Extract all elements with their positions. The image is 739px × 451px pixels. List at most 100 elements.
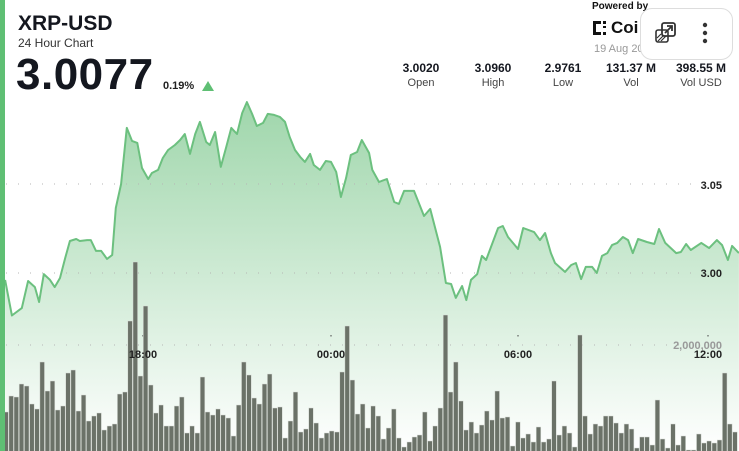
volume-bar (8, 395, 14, 451)
more-options-button[interactable] (699, 21, 711, 50)
volume-bar (101, 429, 107, 451)
volume-bar (401, 446, 407, 451)
powered-by-label: Powered by (592, 1, 649, 12)
volume-tick-label: 2,000,000 (673, 340, 722, 352)
volume-bar (127, 320, 133, 451)
volume-bar (365, 427, 371, 451)
volume-bar (194, 432, 200, 451)
volume-bar (654, 399, 660, 451)
volume-bar (706, 440, 712, 451)
open-external-button[interactable] (654, 21, 678, 50)
volume-bar (613, 422, 619, 451)
volume-bar (535, 426, 542, 451)
volume-bar (510, 445, 516, 451)
stat-label: Open (407, 77, 435, 89)
volume-bar (277, 406, 283, 451)
volume-bar (680, 435, 686, 451)
x-tick-mark (517, 335, 519, 337)
volume-bar (132, 261, 138, 451)
stat-label: Vol USD (680, 77, 722, 89)
stat-high: 3.0960 High (453, 61, 533, 89)
x-tick-label: 06:00 (504, 349, 532, 361)
volume-bar (246, 374, 252, 451)
volume-bar (567, 432, 573, 451)
volume-bar (334, 431, 340, 451)
volume-bar (577, 334, 583, 451)
volume-bar (282, 437, 288, 451)
volume-bar (91, 415, 97, 451)
price-change: 0.19% (163, 80, 195, 92)
volume-bar (525, 433, 531, 451)
volume-bar (189, 425, 195, 451)
volume-bar (267, 373, 273, 451)
volume-bar (236, 404, 242, 451)
volume-bar (39, 361, 45, 451)
volume-bar (722, 372, 728, 451)
volume-bar (608, 415, 614, 451)
volume-bar (230, 435, 237, 451)
volume-bar (112, 423, 118, 451)
volume-bar (117, 393, 123, 451)
x-tick-label: 18:00 (129, 349, 157, 361)
x-tick-mark (330, 335, 332, 337)
volume-bar (49, 380, 56, 451)
volume-bar (210, 414, 216, 451)
volume-bar (515, 421, 521, 451)
volume-bar (582, 415, 588, 451)
accent-bar (0, 0, 5, 451)
volume-bar (287, 420, 293, 451)
volume-bar (13, 396, 19, 451)
volume-bar (205, 411, 211, 451)
volume-bar (96, 412, 102, 451)
volume-bar (65, 372, 71, 451)
stat-value: 3.0020 (402, 61, 440, 75)
brand-name: Coi (611, 18, 639, 37)
volume-bar (256, 403, 262, 451)
stat-label: Low (552, 77, 574, 89)
volume-bar (660, 438, 666, 451)
volume-bar (153, 412, 159, 451)
up-arrow-icon (202, 81, 214, 91)
volume-bar (344, 325, 350, 451)
volume-bar (184, 432, 190, 451)
volume-bar (520, 437, 526, 451)
volume-bar (442, 314, 449, 451)
stat-value: 398.55 M (675, 61, 727, 75)
brand-logo-icon (593, 21, 606, 35)
chart-date: 19 Aug 20 (594, 43, 644, 55)
volume-bar (592, 423, 598, 451)
volume-bar (60, 405, 66, 451)
volume-bar (55, 409, 61, 451)
volume-bar (143, 305, 149, 451)
x-tick-label: 00:00 (317, 349, 345, 361)
volume-bar (468, 421, 474, 451)
stat-vol: 131.37 M Vol (591, 61, 671, 89)
volume-bar (530, 441, 536, 451)
volume-bar (623, 423, 629, 451)
current-price: 3.0077 (16, 50, 154, 99)
brand-logo[interactable]: Coi (592, 18, 638, 38)
stat-value: 3.0960 (474, 61, 512, 75)
price-line (4, 101, 739, 317)
y-tick-label: 3.05 (701, 180, 722, 192)
volume-bar (318, 437, 324, 451)
stat-value: 2.9761 (544, 61, 582, 75)
x-tick-mark (142, 335, 144, 337)
volume-bar (437, 407, 443, 451)
volume-bar (339, 371, 345, 451)
volume-bar (241, 361, 247, 451)
volume-bar (541, 441, 547, 451)
volume-bar (453, 361, 459, 451)
x-tick-label: 12:00 (694, 349, 722, 361)
volume-bar (406, 441, 412, 451)
volume-bar (634, 447, 640, 451)
volume-bar (24, 385, 30, 451)
stat-value: 131.37 M (605, 61, 657, 75)
volume-bar (546, 438, 552, 451)
volume-bar (499, 417, 505, 451)
volume-bar (417, 434, 423, 451)
volume-bar (411, 436, 417, 451)
volume-bar (675, 444, 681, 451)
volume-bar (163, 425, 169, 451)
